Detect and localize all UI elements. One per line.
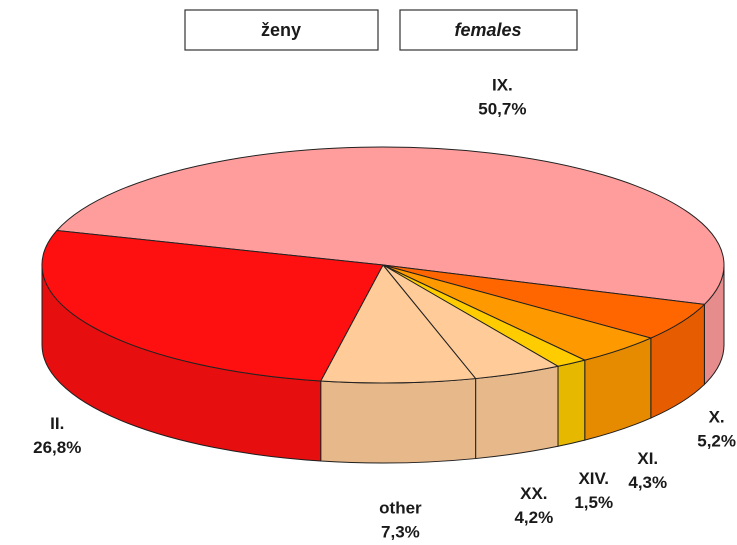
value-label: 7,3% [381, 522, 420, 541]
slice-label: IX. [492, 75, 513, 94]
slice-label: X. [709, 407, 725, 426]
slice [319, 264, 477, 384]
slice [55, 146, 725, 305]
value-label: 50,7% [478, 99, 526, 118]
value-label: 4,2% [514, 508, 553, 527]
value-label: 4,3% [628, 473, 667, 492]
slice-label: XIV. [578, 469, 609, 488]
subtitle-box [399, 9, 578, 51]
value-label: 26,8% [33, 438, 81, 457]
title-box [184, 9, 379, 51]
slice-label: XI. [637, 449, 658, 468]
slice-label: II. [50, 414, 64, 433]
slice-side [320, 378, 477, 464]
chart-title: ženy [261, 20, 301, 40]
value-label: 5,2% [697, 431, 736, 450]
chart-subtitle: females [454, 20, 521, 40]
slice-label: other [379, 498, 422, 517]
slice-label: XX. [520, 484, 547, 503]
slice-side [557, 359, 586, 447]
slice [41, 229, 384, 382]
slice-side [475, 365, 559, 460]
value-label: 1,5% [574, 493, 613, 512]
